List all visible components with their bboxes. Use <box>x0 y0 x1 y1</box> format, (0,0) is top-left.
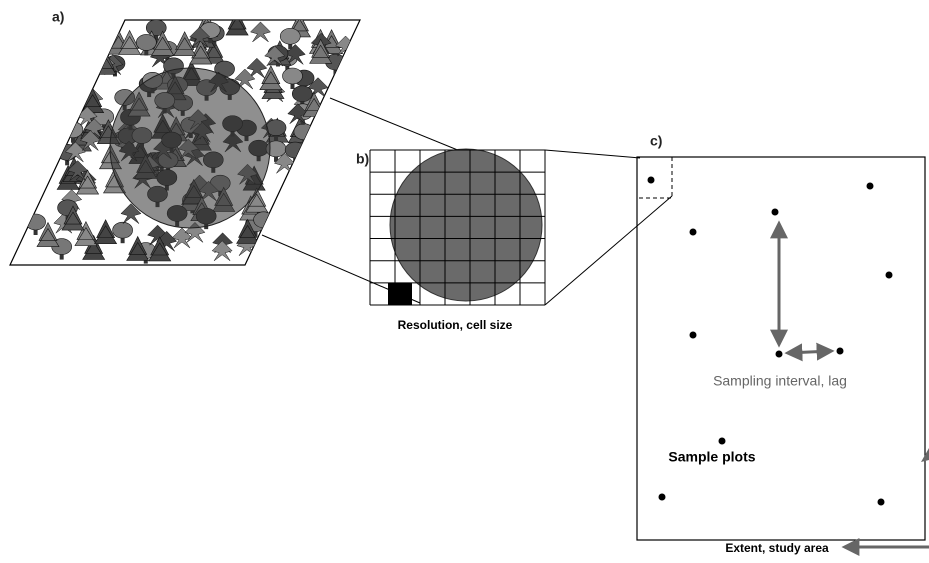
sample-dot <box>690 332 697 339</box>
extent-label: Extent, study area <box>725 541 829 555</box>
crown <box>113 222 133 238</box>
plots-label: Sample plots <box>668 449 755 465</box>
crown <box>292 86 312 102</box>
sample-dot <box>878 499 885 506</box>
page: a) b) Resolution, cell size c) Sampling … <box>0 0 929 563</box>
sample-dot <box>837 348 844 355</box>
study-area <box>637 157 925 540</box>
sample-dot <box>659 494 666 501</box>
crown <box>26 214 46 230</box>
zoom-line <box>545 196 672 305</box>
zoom-line <box>330 98 465 153</box>
sample-dot <box>867 183 874 190</box>
panel-label: a) <box>52 9 64 25</box>
crown <box>136 34 156 50</box>
zoom-line <box>545 150 640 158</box>
sample-dot <box>772 209 779 216</box>
caption: Resolution, cell size <box>398 318 513 332</box>
crown <box>280 28 300 44</box>
lag-arrow <box>788 351 831 353</box>
interval-label: Sampling interval, lag <box>713 373 847 389</box>
sample-dot <box>648 177 655 184</box>
sample-dot <box>776 351 783 358</box>
figure: a) b) Resolution, cell size c) Sampling … <box>0 0 929 558</box>
crown <box>294 124 314 140</box>
panel-label: b) <box>356 151 369 167</box>
single-cell <box>388 283 412 305</box>
sample-dot <box>690 229 697 236</box>
cell-box <box>637 157 672 198</box>
crown <box>254 212 274 228</box>
crown <box>282 68 302 84</box>
sample-dot <box>719 438 726 445</box>
panel-label: c) <box>650 133 662 149</box>
sample-dot <box>886 272 893 279</box>
focus-circle <box>110 68 270 228</box>
